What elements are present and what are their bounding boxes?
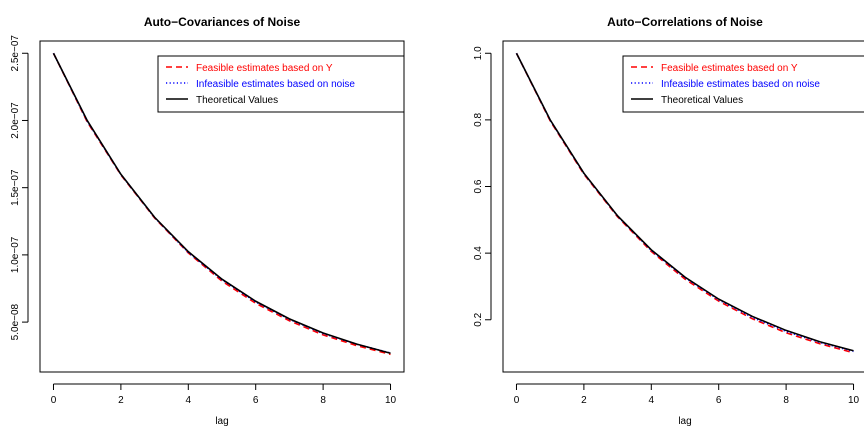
y-tick-label: 0.8: [473, 112, 484, 126]
legend: Feasible estimates based on Y Infeasible …: [157, 55, 405, 113]
x-tick-label: 10: [848, 395, 860, 406]
plot-frame: [502, 40, 864, 373]
x-tick-label: 4: [186, 395, 192, 406]
y-tick-label: 5.0e−08: [10, 303, 21, 340]
legend-label: Theoretical Values: [196, 95, 278, 106]
y-tick-label: 1.0e−07: [10, 236, 21, 273]
legend-label: Feasible estimates based on Y: [196, 63, 333, 74]
chart-panel-1: Auto−Covariances of Noise lag 0 2 4 6 8 10 5.0e−…: [10, 15, 405, 427]
x-axis: 0 2 4 6 8 10: [514, 383, 860, 406]
x-axis-label: lag: [215, 416, 228, 427]
y-axis: 5.0e−08 1.0e−07 1.5e−07 2.0e−07 2.5e−07: [10, 35, 29, 340]
series-line-3: [52, 52, 391, 355]
y-tick-label: 2.0e−07: [10, 102, 21, 139]
legend: Feasible estimates based on Y Infeasible …: [622, 55, 864, 113]
y-tick-label: 0.4: [473, 246, 484, 260]
x-tick-label: 8: [783, 395, 789, 406]
x-tick-label: 8: [320, 395, 326, 406]
plot-frame: [39, 40, 405, 373]
legend-label: Feasible estimates based on Y: [661, 63, 798, 74]
x-axis-label: lag: [678, 416, 691, 427]
x-tick-label: 2: [118, 395, 124, 406]
x-tick-label: 4: [649, 395, 655, 406]
y-axis: 0.2 0.4 0.6 0.8 1.0: [473, 46, 492, 327]
series-line-2: [515, 52, 854, 353]
legend-label: Infeasible estimates based on noise: [196, 79, 355, 90]
x-tick-label: 10: [385, 395, 397, 406]
y-tick-label: 2.5e−07: [10, 35, 21, 72]
chart-title: Auto−Covariances of Noise: [144, 15, 301, 29]
legend-label: Theoretical Values: [661, 95, 743, 106]
y-tick-label: 1.0: [473, 46, 484, 60]
x-tick-label: 6: [253, 395, 259, 406]
legend-label: Infeasible estimates based on noise: [661, 79, 820, 90]
legend-box: [157, 55, 405, 113]
legend-box: [622, 55, 864, 113]
series-line-3: [515, 52, 854, 352]
chart-title: Auto−Correlations of Noise: [607, 15, 763, 29]
y-tick-label: 1.5e−07: [10, 169, 21, 206]
x-tick-label: 6: [716, 395, 722, 406]
y-tick-label: 0.6: [473, 179, 484, 193]
x-axis: 0 2 4 6 8 10: [51, 383, 397, 406]
x-tick-label: 0: [514, 395, 520, 406]
series-line-1: [515, 52, 854, 354]
x-tick-label: 0: [51, 395, 57, 406]
x-tick-label: 2: [581, 395, 587, 406]
y-tick-label: 0.2: [473, 312, 484, 326]
series-line-1: [52, 52, 391, 356]
